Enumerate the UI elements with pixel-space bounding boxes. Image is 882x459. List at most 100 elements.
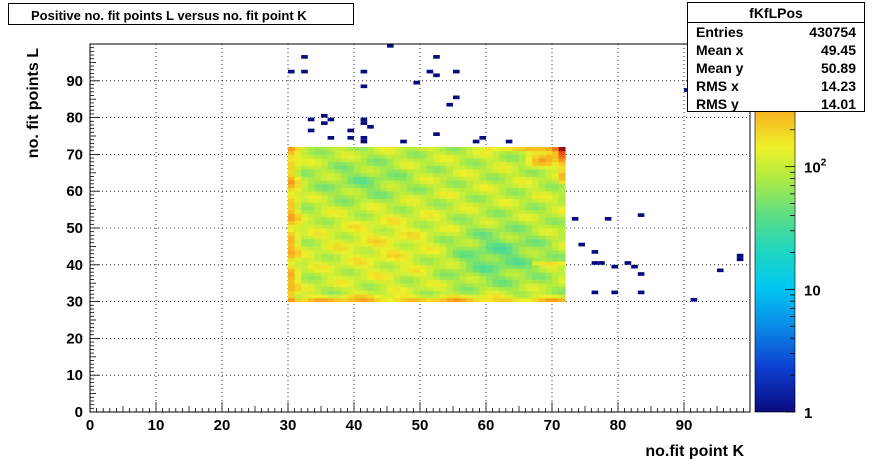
heatmap-cell <box>334 228 342 233</box>
heatmap-cell <box>314 187 322 192</box>
heatmap-cell <box>426 257 434 262</box>
heatmap-cell <box>446 213 454 218</box>
heatmap-cell <box>505 191 513 196</box>
heatmap-cell <box>472 216 480 222</box>
heatmap-cell <box>466 257 474 262</box>
heatmap-cell <box>492 231 500 236</box>
heatmap-cell <box>420 154 427 159</box>
heatmap-cell <box>340 209 348 214</box>
sparse-cell <box>360 69 368 74</box>
heatmap-cell <box>321 250 328 255</box>
heatmap-cell <box>354 198 361 203</box>
heatmap-cell <box>558 209 566 214</box>
heatmap-cell <box>426 161 434 166</box>
heatmap-cell <box>519 250 526 255</box>
heatmap-cell <box>446 198 454 203</box>
heatmap-cell <box>552 261 559 266</box>
heatmap-cell <box>334 246 342 251</box>
heatmap-cell <box>327 283 335 288</box>
heatmap-cell <box>387 283 394 288</box>
heatmap-cell <box>307 169 315 174</box>
heatmap-cell <box>380 272 388 277</box>
heatmap-cell <box>486 272 493 277</box>
heatmap-cell <box>499 216 507 222</box>
heatmap-cell <box>354 231 361 236</box>
heatmap-cell <box>393 183 401 188</box>
heatmap-cell <box>439 235 447 240</box>
heatmap-cell <box>439 183 447 188</box>
heatmap-cell <box>552 183 559 188</box>
heatmap-cell <box>459 180 467 185</box>
heatmap-cell <box>294 198 302 203</box>
heatmap-cell <box>558 228 566 233</box>
heatmap-cell <box>387 297 394 302</box>
heatmap-cell <box>354 224 361 229</box>
heatmap-cell <box>334 198 342 203</box>
heatmap-cell <box>334 297 342 302</box>
heatmap-cell <box>413 161 421 166</box>
heatmap-cell <box>439 158 447 163</box>
heatmap-cell <box>525 261 533 266</box>
heatmap-cell <box>294 213 302 218</box>
heatmap-cell <box>340 290 348 295</box>
heatmap-cell <box>532 169 540 174</box>
heatmap-cell <box>380 231 388 236</box>
heatmap-cell <box>439 272 447 277</box>
heatmap-cell <box>321 294 328 299</box>
heatmap-cell <box>538 283 546 288</box>
heatmap-cell <box>433 257 441 262</box>
heatmap-cell <box>558 272 566 277</box>
heatmap-cell <box>301 290 309 295</box>
heatmap-cell <box>307 209 315 214</box>
heatmap-cell <box>307 198 315 203</box>
heatmap-cell <box>314 176 322 181</box>
heatmap-cell <box>479 165 487 170</box>
heatmap-cell <box>505 279 513 284</box>
heatmap-cell <box>479 224 487 229</box>
heatmap-cell <box>354 165 361 170</box>
heatmap-cell <box>400 169 408 174</box>
heatmap-cell <box>380 154 388 159</box>
heatmap-cell <box>466 279 474 284</box>
heatmap-cell <box>499 297 507 302</box>
heatmap-cell <box>307 150 315 155</box>
heatmap-cell <box>453 194 460 199</box>
heatmap-cell <box>347 169 355 174</box>
heatmap-cell <box>420 158 427 163</box>
heatmap-cell <box>360 283 368 288</box>
heatmap-cell <box>420 235 427 240</box>
heatmap-cell <box>545 191 553 196</box>
heatmap-cell <box>453 279 460 284</box>
heatmap-cell <box>459 176 467 181</box>
stats-value: 14.01 <box>820 96 856 112</box>
heatmap-cell <box>505 154 513 159</box>
heatmap-cell <box>532 198 540 203</box>
heatmap-cell <box>321 261 328 266</box>
heatmap-cell <box>519 224 526 229</box>
heatmap-cell <box>439 187 447 192</box>
heatmap-cell <box>340 205 348 210</box>
heatmap-cell <box>400 268 408 273</box>
heatmap-cell <box>479 202 487 207</box>
heatmap-cell <box>446 154 454 159</box>
heatmap-cell <box>380 180 388 185</box>
heatmap-cell <box>525 283 533 288</box>
heatmap-cell <box>387 220 394 225</box>
heatmap-cell <box>387 147 394 152</box>
heatmap-cell <box>505 213 513 218</box>
heatmap-cell <box>413 294 421 299</box>
heatmap-cell <box>373 297 381 302</box>
heatmap-cell <box>334 264 342 269</box>
heatmap-cell <box>446 209 454 214</box>
heatmap-cell <box>367 180 375 185</box>
heatmap-cell <box>340 187 348 192</box>
heatmap-cell <box>446 239 454 244</box>
heatmap-cell <box>486 161 493 166</box>
heatmap-cell <box>472 231 480 236</box>
heatmap-cell <box>545 154 553 159</box>
heatmap-cell <box>459 165 467 170</box>
heatmap-cell <box>321 272 328 277</box>
heatmap-cell <box>321 191 328 196</box>
heatmap-cell <box>426 198 434 203</box>
heatmap-cell <box>360 202 368 207</box>
